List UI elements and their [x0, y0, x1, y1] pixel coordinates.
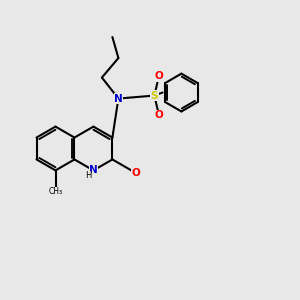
Text: N: N — [89, 165, 98, 176]
Text: O: O — [131, 168, 140, 178]
Text: H: H — [85, 171, 91, 180]
Text: O: O — [154, 110, 163, 120]
Text: O: O — [154, 71, 163, 81]
Text: S: S — [151, 91, 158, 100]
Text: CH₃: CH₃ — [48, 187, 63, 196]
Text: N: N — [114, 94, 123, 103]
